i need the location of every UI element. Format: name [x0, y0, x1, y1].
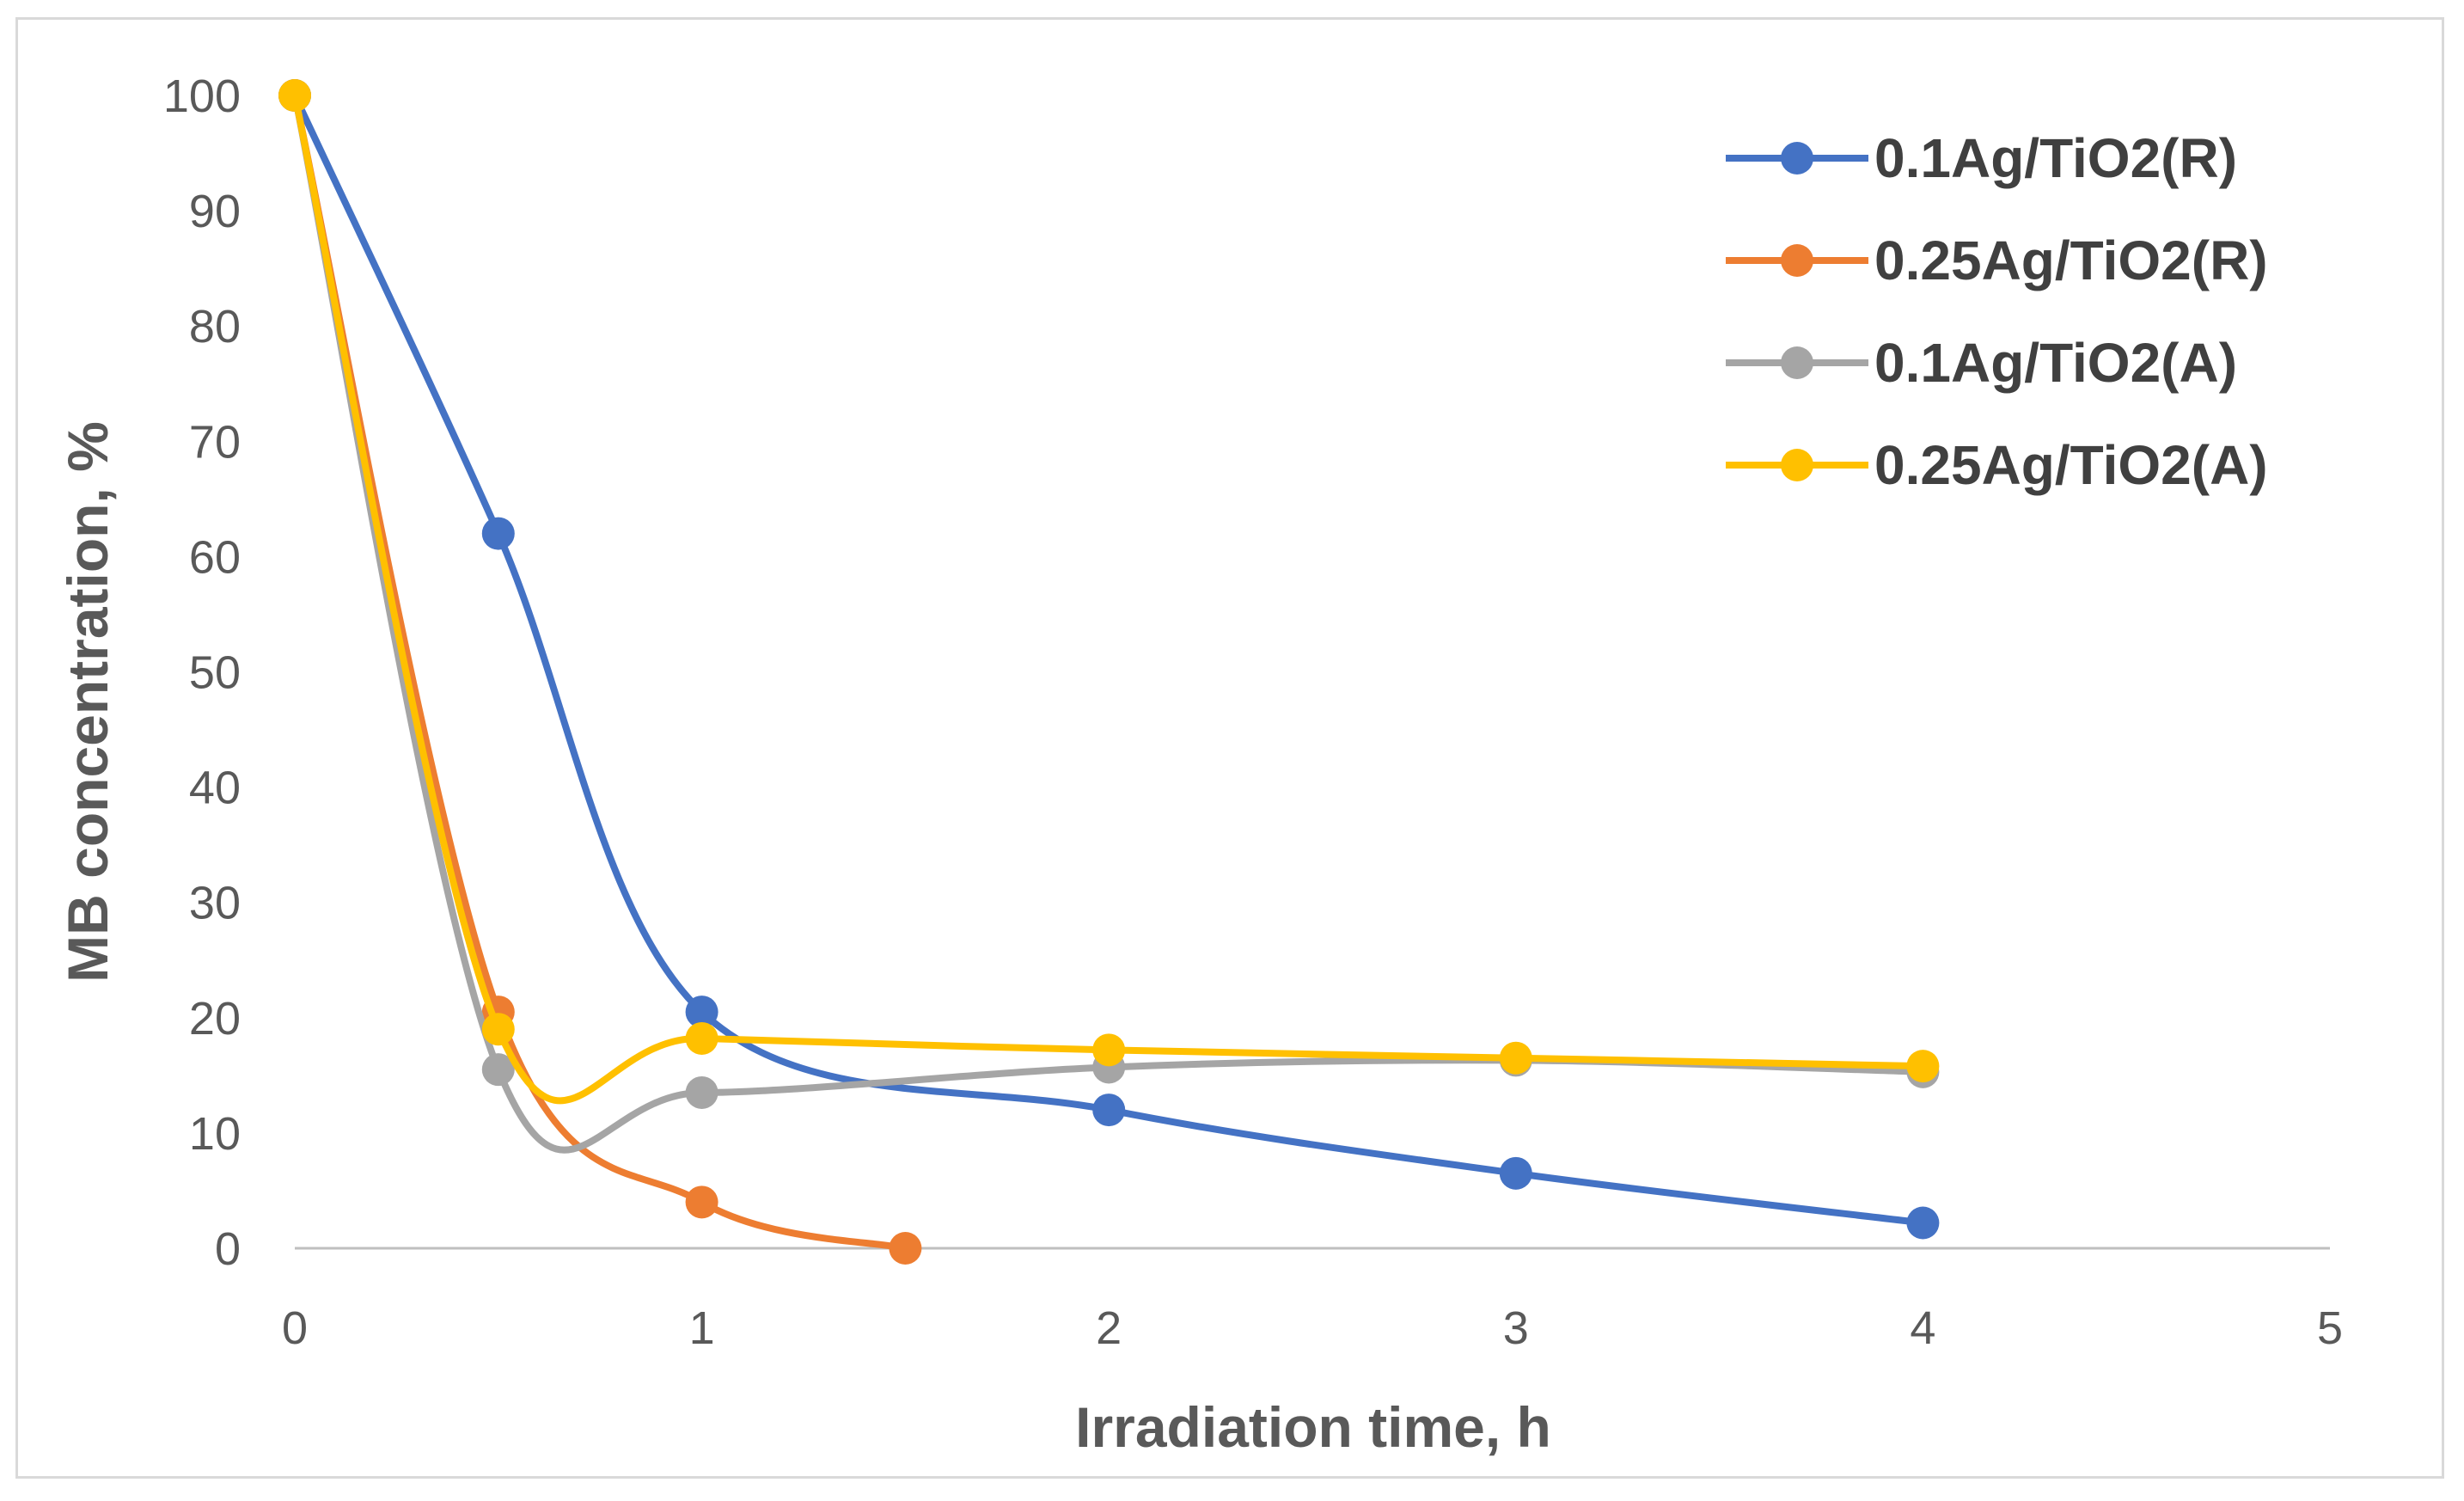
y-tick-label: 50: [189, 647, 241, 699]
x-axis-title: Irradiation time, h: [1075, 1395, 1551, 1459]
y-axis-title: MB concentration, %: [56, 421, 119, 983]
x-tick-label: 2: [1096, 1302, 1122, 1354]
data-point: [685, 1185, 718, 1219]
x-axis-ticks: 0 1 2 3 4 5: [282, 1302, 2343, 1354]
legend-item: 0.1Ag/TiO2(A): [1726, 332, 2237, 394]
legend-marker: [1781, 449, 1813, 481]
data-point: [685, 996, 718, 1029]
y-tick-label: 70: [189, 416, 241, 468]
x-tick-label: 1: [689, 1302, 715, 1354]
legend-marker: [1781, 142, 1813, 175]
data-point: [481, 517, 515, 550]
series-line: [291, 92, 1927, 1154]
x-tick-label: 4: [1910, 1302, 1935, 1354]
y-tick-label: 60: [189, 531, 241, 583]
data-point: [1499, 1156, 1532, 1190]
data-point: [685, 1021, 718, 1055]
data-point: [481, 1053, 515, 1087]
data-point: [481, 1013, 515, 1046]
x-tick-label: 3: [1503, 1302, 1529, 1354]
series-line: [291, 92, 1927, 1105]
data-point: [889, 1232, 922, 1265]
series-line: [291, 92, 909, 1252]
legend-label: 0.25Ag/TiO2(R): [1874, 230, 2268, 291]
y-tick-label: 100: [163, 70, 241, 122]
y-tick-label: 20: [189, 993, 241, 1045]
data-point: [1906, 1206, 1940, 1240]
data-point: [1092, 1094, 1126, 1127]
data-point: [278, 79, 311, 112]
y-tick-label: 30: [189, 878, 241, 929]
legend-label: 0.1Ag/TiO2(A): [1874, 332, 2237, 394]
legend-marker: [1781, 346, 1813, 379]
x-tick-label: 0: [282, 1302, 308, 1354]
x-tick-label: 5: [2317, 1302, 2343, 1354]
y-tick-label: 40: [189, 763, 241, 814]
data-point: [1092, 1033, 1126, 1067]
data-point: [685, 1075, 718, 1109]
y-tick-label: 10: [189, 1108, 241, 1160]
data-point: [1906, 1050, 1940, 1083]
legend-marker: [1781, 244, 1813, 277]
legend-label: 0.1Ag/TiO2(R): [1874, 127, 2237, 189]
legend-label: 0.25Ag/TiO2(A): [1874, 434, 2268, 496]
y-tick-label: 90: [189, 186, 241, 237]
series-line: [291, 92, 1927, 1227]
data-point: [1499, 1041, 1532, 1075]
legend-item: 0.25Ag/TiO2(A): [1726, 434, 2268, 496]
legend-item: 0.1Ag/TiO2(R): [1726, 127, 2237, 189]
legend-item: 0.25Ag/TiO2(R): [1726, 230, 2268, 291]
y-axis-ticks: 0 10 20 30 40 50 60 70 80 90 100: [163, 70, 241, 1275]
legend: 0.1Ag/TiO2(R) 0.25Ag/TiO2(R) 0.1Ag/TiO2(A)…: [1726, 127, 2268, 496]
series-layer: [278, 79, 1940, 1265]
y-tick-label: 0: [215, 1223, 241, 1275]
y-tick-label: 80: [189, 301, 241, 352]
series-group: [278, 79, 1940, 1105]
series-group: [278, 79, 1940, 1240]
